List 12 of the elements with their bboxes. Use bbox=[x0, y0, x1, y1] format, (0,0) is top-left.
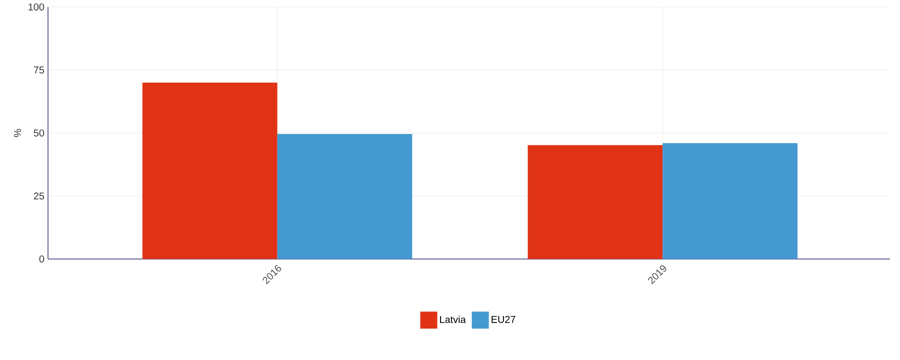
y-tick-label: 50 bbox=[34, 129, 44, 137]
y-tick-label: 75 bbox=[34, 66, 44, 74]
legend-label: Latvia bbox=[440, 316, 466, 324]
bar bbox=[277, 134, 412, 259]
y-tick-label: 0 bbox=[39, 255, 44, 263]
y-tick-label: 25 bbox=[34, 192, 44, 200]
bar bbox=[662, 143, 798, 259]
bar bbox=[142, 82, 278, 259]
y-axis-title: % bbox=[14, 128, 22, 138]
legend-label: EU27 bbox=[492, 316, 516, 323]
bar bbox=[528, 145, 663, 259]
y-tick-label: 100 bbox=[28, 3, 44, 11]
